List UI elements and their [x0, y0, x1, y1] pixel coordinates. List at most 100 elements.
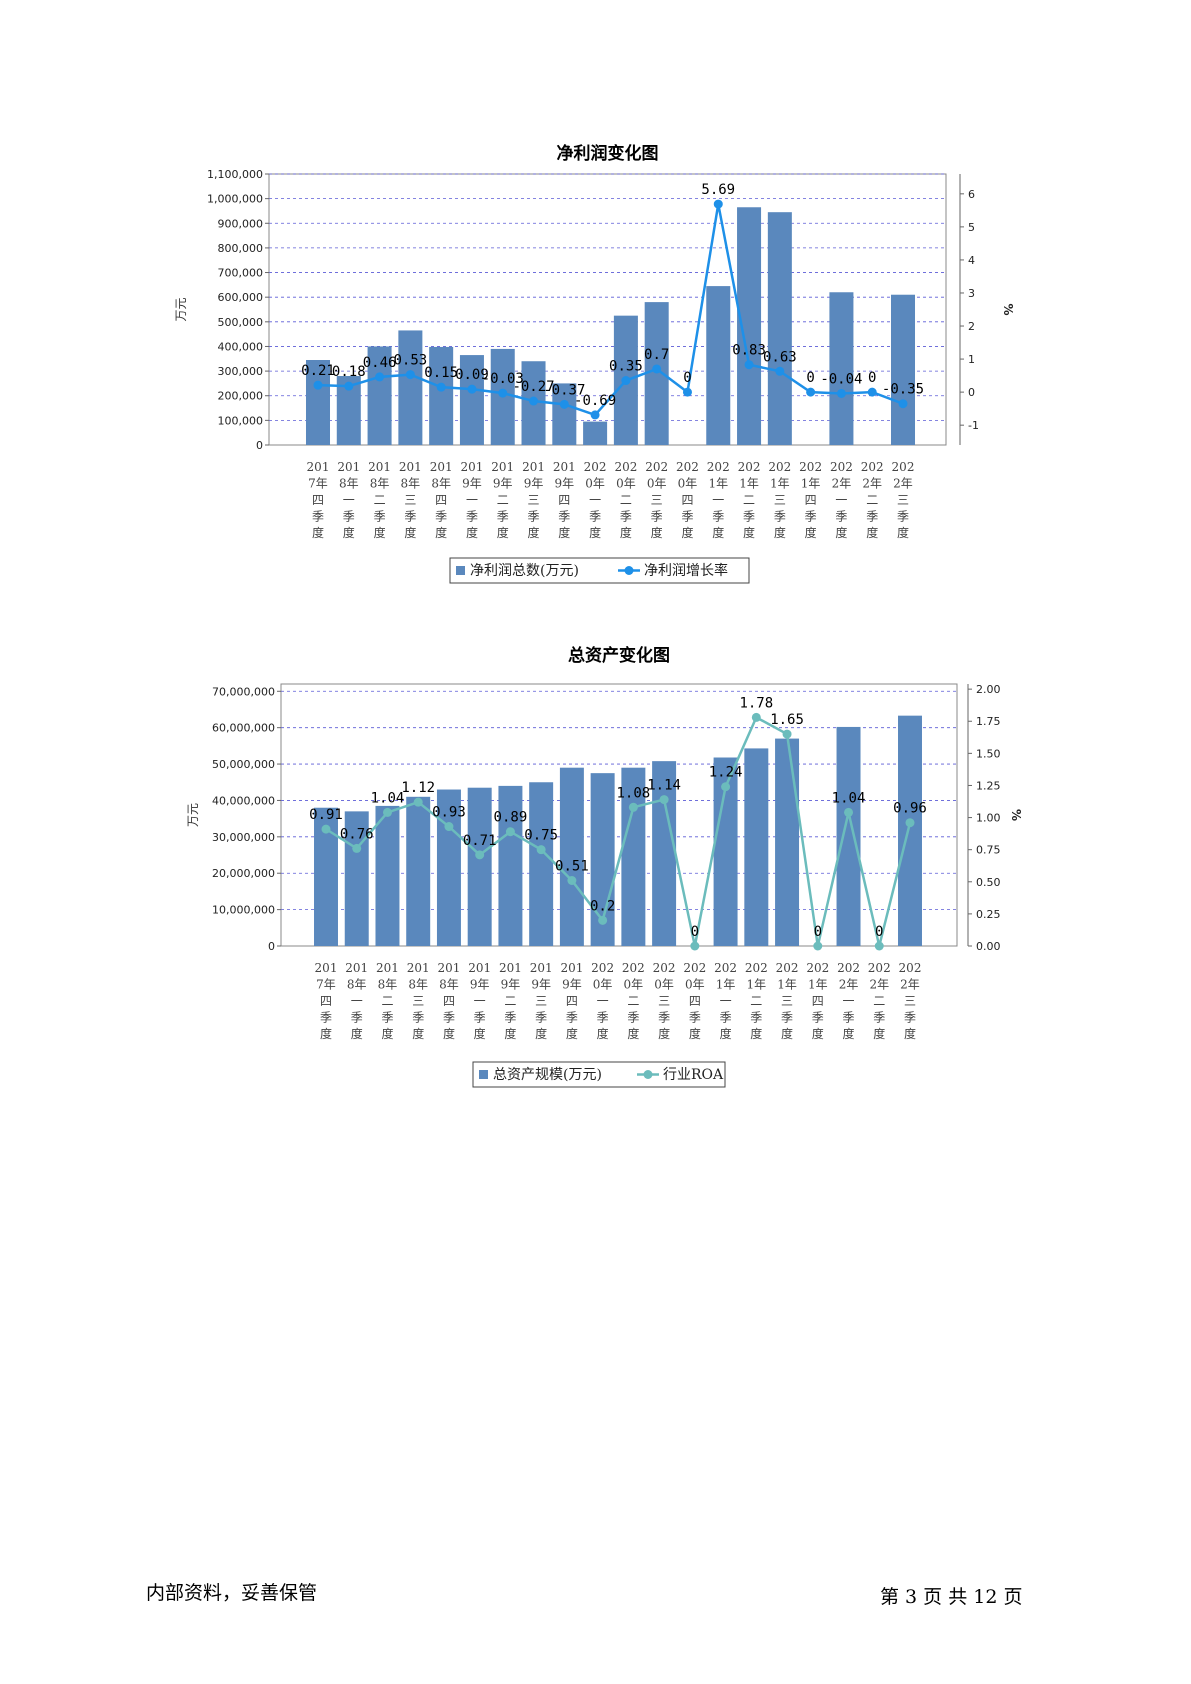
line-point	[567, 876, 577, 885]
data-label: 0.53	[394, 353, 428, 369]
bar	[890, 294, 916, 445]
y-tick-label: 700,000	[218, 267, 264, 280]
bar	[706, 286, 731, 445]
legend-box	[449, 557, 750, 584]
y-tick-label: 400,000	[218, 340, 264, 353]
data-label: 1.65	[770, 712, 804, 728]
line-point	[598, 915, 608, 925]
line-point	[713, 199, 723, 209]
x-tick-label: 202 2年三季度	[892, 460, 915, 540]
x-tick-label: 202 1年一季度	[714, 961, 737, 1041]
chart-title: 净利润变化图	[557, 143, 659, 164]
bar	[529, 782, 554, 946]
y-tick-label: 70,000,000	[212, 685, 275, 698]
y-tick-label: 100,000	[218, 414, 264, 427]
x-tick-label: 202 1年四季度	[806, 961, 829, 1041]
data-label: 5.69	[701, 182, 735, 198]
x-tick-label: 201 8年四季度	[430, 460, 453, 540]
line-point	[436, 382, 446, 392]
data-label: 0.96	[893, 801, 927, 817]
x-tick-label: 202 2年一季度	[837, 961, 860, 1041]
legend-swatch-bar	[479, 1070, 488, 1079]
x-tick-label: 202 2年一季度	[830, 460, 853, 540]
x-tick-label: 201 8年一季度	[345, 961, 368, 1041]
line-point	[813, 941, 823, 951]
x-tick-label: 202 1年三季度	[768, 460, 791, 540]
x-tick-label: 202 0年三季度	[653, 961, 676, 1041]
data-label: 0.21	[301, 363, 335, 379]
y2-tick-label: 1.00	[976, 812, 1001, 825]
bar	[583, 421, 608, 445]
x-tick-label: 201 7年四季度	[307, 460, 330, 540]
line-point	[475, 850, 485, 860]
data-label: 0.63	[763, 349, 797, 365]
total-assets-chart: 总资产变化图 0 10,000,000 20,000,000 30,000,000 40,…	[186, 645, 1023, 1088]
line-point	[844, 807, 854, 817]
y2-tick-label: 0.75	[976, 844, 1001, 857]
line-point	[498, 388, 508, 398]
x-tick-label: 202 2年三季度	[899, 961, 922, 1041]
x-tick-label: 201 9年四季度	[553, 460, 576, 540]
y2-tick-label: 0.25	[976, 908, 1001, 921]
y-tick-label: 50,000,000	[212, 758, 275, 771]
y-tick-label: 10,000,000	[212, 904, 275, 917]
y-tick-label: 30,000,000	[212, 831, 275, 844]
data-label: -0.03	[482, 371, 524, 387]
data-label: 0.76	[340, 826, 374, 842]
y-axis-title: 万元	[174, 297, 188, 321]
y2-tick-label: 2	[968, 320, 975, 333]
y-tick-label: 600,000	[218, 291, 264, 304]
x-tick-label: 202 1年四季度	[799, 460, 822, 540]
y2-tick-label: 1.50	[976, 747, 1001, 760]
line-point	[375, 372, 385, 382]
line-point	[905, 818, 915, 828]
line-point	[874, 941, 884, 951]
y-tick-label: 200,000	[218, 390, 264, 403]
bar	[314, 807, 338, 946]
bar	[767, 212, 792, 445]
y2-tick-label: 0.50	[976, 876, 1001, 889]
data-label: 0	[875, 924, 883, 940]
y-tick-label: 60,000,000	[212, 722, 275, 735]
data-label: 0.35	[609, 359, 643, 375]
line-point	[467, 384, 477, 394]
x-tick-label: 202 0年四季度	[683, 961, 706, 1041]
bar	[652, 761, 677, 946]
x-tick-label: 201 9年二季度	[499, 961, 522, 1041]
legend-label-line: 行业ROA	[663, 1067, 724, 1083]
bar	[406, 796, 431, 946]
legend-label-line: 净利润增长率	[644, 562, 728, 579]
data-label: 0.09	[455, 367, 489, 383]
data-label: 0	[806, 370, 814, 386]
x-tick-label: 202 0年二季度	[622, 961, 645, 1041]
bar	[744, 748, 769, 946]
bar	[713, 757, 738, 946]
data-label: -0.37	[543, 382, 585, 398]
x-tick-label: 201 9年一季度	[468, 961, 491, 1041]
line-series	[317, 203, 904, 417]
y-tick-label: 300,000	[218, 365, 264, 378]
bar	[559, 767, 584, 946]
line-point	[806, 387, 816, 397]
bar	[305, 360, 331, 445]
data-label: 1.14	[647, 778, 681, 794]
line-point	[836, 388, 846, 398]
x-tick-label: 201 8年一季度	[337, 460, 360, 540]
y2-tick-label: 5	[968, 221, 975, 234]
y-tick-label: 500,000	[218, 316, 264, 329]
line-point	[344, 381, 354, 391]
footer-confidential-note: 内部资料，妥善保管	[146, 1582, 318, 1604]
bar	[836, 726, 861, 946]
y-axis-title: 万元	[186, 803, 200, 827]
data-label: 0.83	[732, 343, 766, 359]
bar	[467, 787, 492, 946]
data-label: 0.89	[494, 810, 528, 826]
legend-label-bar: 净利润总数(万元)	[470, 563, 579, 579]
bar	[459, 355, 484, 445]
y-tick-label: 40,000,000	[212, 794, 275, 807]
data-label: 0.93	[432, 805, 466, 821]
line-point	[405, 370, 415, 380]
net-profit-chart: 净利润变化图 0 100,000 200,000 300,000 400,000 500,0…	[174, 143, 1015, 584]
bar	[375, 805, 400, 946]
line-point	[621, 376, 631, 386]
